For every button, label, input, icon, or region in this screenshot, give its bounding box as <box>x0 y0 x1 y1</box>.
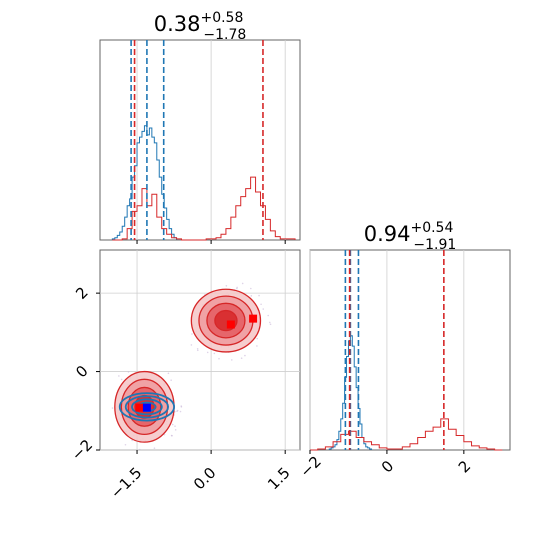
bottom-right-title: 0.94+0.54 −1.91 <box>364 220 457 253</box>
bottom-right-title-sub: −1.91 <box>413 237 456 253</box>
bottom-left-markers <box>135 314 258 412</box>
bl-blob-2-point-19 <box>179 410 182 413</box>
bottom-right-title-main: 0.94 <box>364 222 411 246</box>
bl-blob-1-point-53 <box>206 351 209 354</box>
bl-blob-2-point-23 <box>176 410 178 413</box>
bl-blob-1-point-57 <box>250 287 252 290</box>
br-xtick-label-1: 0 <box>378 457 397 476</box>
bl-ytick-label-2: 2 <box>72 283 91 302</box>
bl-blob-0-point-10 <box>174 425 176 427</box>
bl-blob-0-point-49 <box>171 434 173 437</box>
bl-blob-0-point-20 <box>138 448 141 451</box>
bottom-right-histogram-panel: −2 0 2 0.94+0.54 −1.91 <box>297 220 511 481</box>
bottom-left-grid <box>100 250 300 451</box>
bl-blob-1-point-41 <box>256 337 259 340</box>
bl-ytick-label-1: 0 <box>72 362 91 381</box>
bl-blob-0-point-41 <box>170 379 172 381</box>
bl-blob-1-point-56 <box>240 357 243 360</box>
tl-series-0-step <box>111 125 178 240</box>
bl-blob-1-point-24 <box>196 347 199 350</box>
bl-blob-1-point-50 <box>236 287 238 290</box>
bl-blob-2-contour-2 <box>131 398 163 416</box>
bl-blob-1-point-10 <box>250 295 253 297</box>
bl-xtick-label-0: −1.5 <box>107 464 145 502</box>
bottom-right-grid <box>309 250 465 450</box>
bl-blob-1-point-2 <box>241 282 244 285</box>
bl-blob-0-point-40 <box>153 447 156 449</box>
bl-blob-1-point-23 <box>269 323 272 326</box>
bl-marker-1 <box>249 314 258 323</box>
bl-blob-0-point-47 <box>167 372 170 375</box>
bl-blob-1-point-0 <box>196 349 199 352</box>
top-left-panel-frame <box>99 39 301 241</box>
bl-blob-1-point-48 <box>190 344 193 346</box>
bl-blob-1-point-13 <box>268 321 271 324</box>
bottom-right-quantile-lines <box>344 250 445 450</box>
br-xtick-label-0: −2 <box>297 453 325 481</box>
bl-blob-1-point-28 <box>230 359 233 361</box>
bl-blob-1-point-7 <box>213 352 216 355</box>
top-left-title-sup: +0.58 <box>200 10 243 26</box>
bl-blob-0-point-57 <box>118 375 120 377</box>
bottom-left-contours <box>114 288 262 443</box>
top-left-title-main: 0.38 <box>154 12 201 36</box>
bl-marker-0 <box>226 320 235 329</box>
bl-marker-2 <box>135 403 144 412</box>
br-series-1-step <box>310 418 503 451</box>
bl-blob-1-point-9 <box>258 294 260 297</box>
bottom-left-contour-panel: −1.5 0.0 1.5 −2 0 2 <box>68 249 301 502</box>
bl-xtick-label-1: 0.0 <box>190 464 220 494</box>
top-left-ticks <box>136 240 286 244</box>
top-left-title-sub: −1.78 <box>203 27 246 43</box>
bl-blob-1-point-3 <box>191 333 193 335</box>
bottom-right-panel-frame <box>309 249 511 451</box>
bl-marker-3 <box>142 403 151 412</box>
bl-ytick-label-0: −2 <box>68 436 96 464</box>
bl-blob-0-point-35 <box>111 407 114 409</box>
bottom-right-ticks: −2 0 2 <box>297 450 474 481</box>
top-left-series <box>111 125 296 241</box>
bl-blob-1-point-44 <box>218 357 220 360</box>
bl-blob-0-point-7 <box>120 378 123 381</box>
bl-blob-2-contour-1 <box>124 395 169 419</box>
bl-xtick-label-2: 1.5 <box>264 464 294 494</box>
bl-blob-0-point-59 <box>180 405 183 407</box>
bl-blob-0-point-3 <box>127 371 130 373</box>
br-series-0-step <box>328 335 373 450</box>
bl-blob-0-point-26 <box>124 443 127 446</box>
bl-blob-1-point-12 <box>256 345 258 347</box>
bl-blob-0-point-14 <box>174 429 177 431</box>
bl-blob-1-point-39 <box>260 303 262 306</box>
top-left-quantile-lines <box>130 40 264 240</box>
bl-blob-1-point-6 <box>262 308 265 310</box>
bl-blob-0-point-12 <box>171 423 174 426</box>
top-left-histogram-panel: 0.38+0.58 −1.78 <box>99 10 301 244</box>
bl-blob-1-point-15 <box>225 285 228 287</box>
bl-blob-1-point-1 <box>267 314 269 317</box>
bottom-right-series <box>310 335 503 451</box>
bl-blob-1-point-40 <box>244 354 246 357</box>
bottom-right-title-sup: +0.54 <box>410 220 453 236</box>
tl-series-1-step <box>112 176 296 241</box>
bl-blob-2-contour-0 <box>118 392 175 422</box>
top-left-title: 0.38+0.58 −1.78 <box>154 10 247 43</box>
br-xtick-label-2: 2 <box>455 457 474 476</box>
